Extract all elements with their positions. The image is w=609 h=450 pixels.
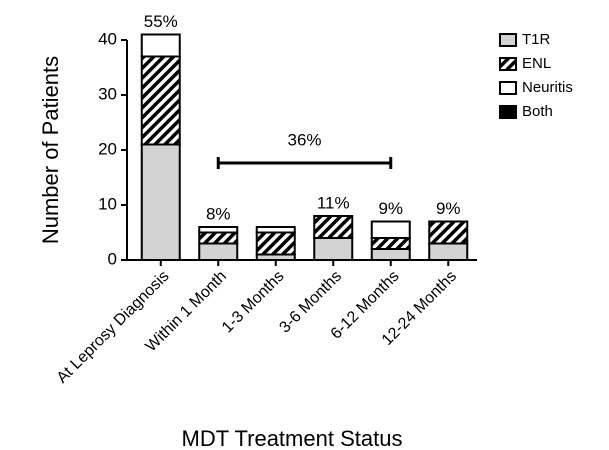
- legend-swatch: [499, 105, 517, 119]
- bar-segment: [140, 143, 181, 261]
- bar-label: 9%: [378, 199, 403, 218]
- y-tick-label: 40: [98, 29, 117, 48]
- bar-label: 9%: [436, 199, 461, 218]
- bar-segment: [198, 226, 239, 234]
- bar-segment: [140, 55, 181, 146]
- bar-segment: [428, 242, 469, 261]
- y-tick-label: 10: [98, 194, 117, 213]
- legend-label: Both: [522, 103, 553, 120]
- bracket-label: 36%: [287, 130, 321, 149]
- bar-segment: [198, 231, 239, 245]
- bar-label: 11%: [317, 193, 350, 212]
- legend-label: T1R: [522, 31, 551, 48]
- legend-label: ENL: [522, 55, 551, 72]
- bar-segment: [370, 248, 411, 261]
- bar-segment: [140, 33, 181, 58]
- y-tick-label: 20: [98, 139, 117, 158]
- legend-label: Neuritis: [522, 79, 573, 96]
- bar-segment: [255, 226, 296, 234]
- x-tick-label: At Leprosy Diagnosis: [54, 268, 173, 387]
- bar-label: 8%: [206, 204, 231, 223]
- bar-segment: [428, 220, 469, 245]
- bar-segment: [313, 215, 354, 239]
- legend-swatch: [499, 33, 517, 47]
- bar-segment: [255, 231, 296, 256]
- legend-swatch: [499, 81, 517, 95]
- y-axis-title: Number of Patients: [38, 56, 63, 244]
- bar-segment: [370, 220, 411, 239]
- y-tick-label: 0: [108, 249, 117, 268]
- bar-segment: [198, 242, 239, 261]
- bar-label: 55%: [144, 12, 178, 31]
- x-axis-title: MDT Treatment Status: [182, 426, 403, 450]
- bar-segment: [370, 237, 411, 250]
- y-tick-label: 30: [98, 84, 117, 103]
- legend-swatch: [499, 57, 517, 71]
- bar-segment: [313, 237, 354, 261]
